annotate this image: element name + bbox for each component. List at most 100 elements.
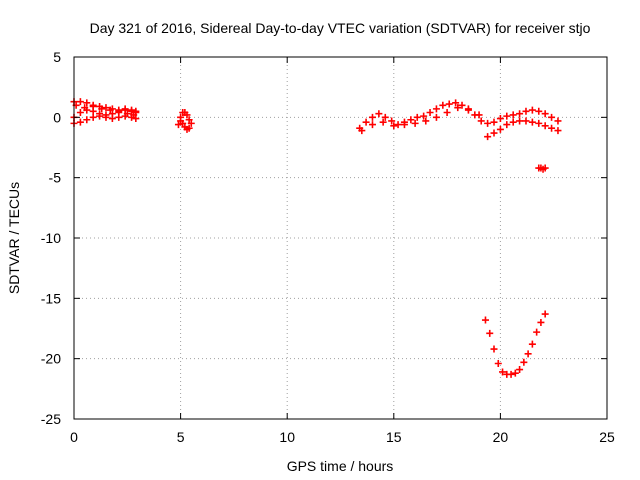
series-arc-1d — [72, 101, 138, 119]
data-point — [484, 119, 492, 127]
data-point — [533, 328, 541, 336]
data-point — [477, 117, 485, 125]
data-point — [439, 101, 447, 109]
data-point — [535, 119, 543, 127]
data-point — [375, 110, 383, 118]
data-point — [511, 369, 519, 377]
data-point — [484, 133, 492, 141]
series-arc-5 — [535, 164, 549, 173]
data-point — [177, 117, 185, 125]
data-point — [528, 118, 536, 126]
data-point — [503, 112, 511, 120]
x-axis-label: GPS time / hours — [287, 458, 394, 474]
data-point — [183, 111, 191, 119]
data-points — [70, 98, 562, 378]
data-point — [420, 112, 428, 120]
data-point — [490, 129, 498, 137]
data-point — [443, 109, 451, 117]
data-point — [554, 117, 562, 125]
data-point — [496, 115, 504, 123]
data-point — [548, 113, 556, 121]
data-point — [132, 115, 140, 123]
data-point — [181, 123, 189, 131]
data-point — [509, 111, 517, 119]
data-point — [528, 340, 536, 348]
data-point — [400, 121, 408, 129]
x-tick-label: 20 — [493, 429, 509, 445]
y-tick-label: 0 — [53, 109, 61, 125]
data-point — [452, 99, 460, 107]
data-point — [541, 164, 549, 172]
data-point — [422, 117, 430, 125]
data-point — [368, 113, 376, 121]
x-tick-label: 15 — [386, 429, 402, 445]
series-arc-4 — [484, 117, 562, 141]
data-point — [426, 109, 434, 117]
data-point — [541, 310, 549, 318]
data-point — [102, 113, 110, 121]
data-point — [96, 112, 104, 120]
y-tick-label: -15 — [41, 290, 61, 306]
series-arc-3 — [356, 99, 562, 132]
data-point — [481, 316, 489, 324]
series-arc-6 — [481, 310, 549, 378]
data-point — [362, 118, 370, 126]
data-point — [123, 110, 131, 118]
data-point — [115, 109, 123, 117]
data-point — [496, 125, 504, 133]
y-tick-label: -10 — [41, 230, 61, 246]
y-tick-label: -20 — [41, 351, 61, 367]
data-point — [89, 102, 97, 110]
y-tick-label: -5 — [49, 170, 62, 186]
data-point — [509, 118, 517, 126]
data-point — [516, 110, 524, 118]
data-point — [554, 127, 562, 135]
x-tick-label: 10 — [279, 429, 295, 445]
data-point — [388, 117, 396, 125]
data-point — [541, 110, 549, 118]
data-point — [187, 119, 195, 127]
data-point — [516, 366, 524, 374]
data-point — [407, 116, 415, 124]
data-point — [381, 113, 389, 121]
y-tick-label: 5 — [53, 49, 61, 65]
data-point — [76, 118, 84, 126]
data-point — [121, 105, 129, 113]
data-point — [535, 107, 543, 115]
data-point — [522, 117, 530, 125]
data-point — [464, 106, 472, 114]
data-point — [548, 124, 556, 132]
y-tick-label: -25 — [41, 411, 61, 427]
data-point — [445, 100, 453, 108]
x-tick-label: 5 — [177, 429, 185, 445]
data-point — [174, 121, 182, 129]
data-point — [98, 105, 106, 113]
data-point — [454, 104, 462, 112]
data-point — [490, 118, 498, 126]
data-point — [475, 111, 483, 119]
data-point — [490, 345, 498, 353]
data-point — [432, 105, 440, 113]
data-point — [499, 368, 507, 376]
data-point — [390, 122, 398, 130]
data-point — [358, 127, 366, 135]
data-point — [520, 358, 528, 366]
data-point — [494, 359, 502, 367]
data-point — [128, 106, 136, 114]
data-point — [368, 121, 376, 129]
data-point — [524, 350, 532, 358]
data-point — [394, 121, 402, 129]
axis-ticks: 0 5 10 15 20 25 -25 -20 -15 -10 -5 0 5 — [41, 49, 615, 445]
data-point — [522, 107, 530, 115]
data-point — [89, 113, 97, 121]
data-point — [379, 118, 387, 126]
data-point — [81, 104, 89, 112]
data-point — [528, 106, 536, 114]
data-point — [102, 104, 110, 112]
data-point — [76, 98, 84, 106]
data-point — [83, 116, 91, 124]
data-point — [503, 121, 511, 129]
data-point — [486, 329, 494, 337]
